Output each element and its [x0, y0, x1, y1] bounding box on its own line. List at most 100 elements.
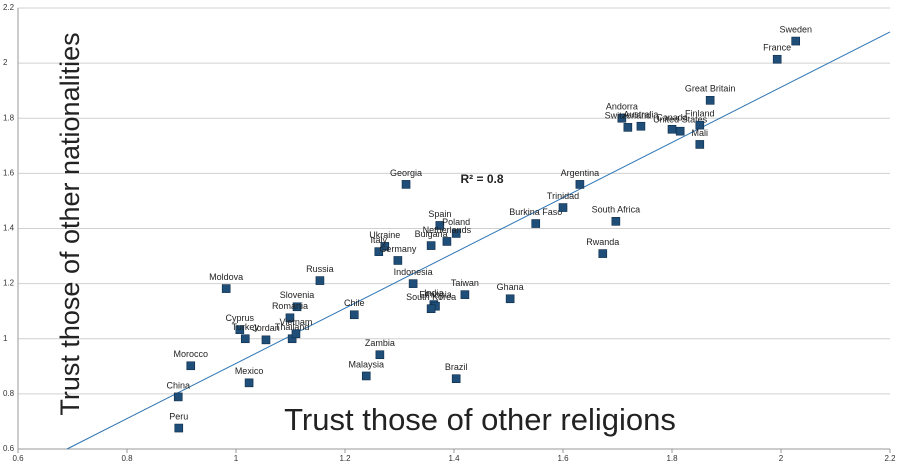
point [426, 241, 436, 250]
point-label: United States [653, 115, 708, 125]
point-label: Jordan [252, 323, 280, 333]
annotation: R² = 0.8 [460, 172, 503, 186]
point [791, 36, 801, 46]
point [408, 279, 418, 288]
x-tick-label: 1.8 [666, 454, 678, 463]
x-tick-label: 0.6 [12, 454, 24, 463]
x-tick-label: 1 [234, 454, 239, 463]
point-label: Rwanda [586, 237, 619, 247]
point [442, 237, 452, 246]
point-label: Poland [442, 217, 470, 227]
point [435, 221, 445, 230]
trendline [66, 31, 891, 450]
point-label: Netherlands [423, 225, 472, 235]
point-label: Zambia [365, 338, 395, 348]
point [374, 247, 384, 256]
point [575, 180, 585, 189]
point-label: China [166, 380, 190, 390]
point-label: Mexico [235, 366, 264, 376]
x-axis-title: Trust those of other religions [284, 402, 676, 437]
y-tick-label: 2.2 [3, 3, 15, 12]
y-tick-label: 0.6 [3, 444, 15, 453]
point-label: Andorra [606, 102, 638, 112]
point [695, 140, 705, 149]
point [221, 284, 231, 293]
point [531, 219, 541, 228]
point-label: Trinidad [547, 191, 579, 201]
point [375, 350, 385, 360]
point-label: Italy [371, 235, 388, 245]
point-label: Bulgaria [415, 229, 448, 239]
point-label: Finland [685, 109, 715, 119]
point [244, 378, 254, 388]
point [695, 120, 705, 130]
point-label: France [763, 43, 791, 53]
point-label: Argentina [561, 168, 600, 178]
point [505, 294, 515, 304]
point [772, 54, 782, 64]
point [460, 290, 470, 299]
point-label: Romania [272, 301, 308, 311]
point [611, 217, 621, 226]
point [675, 126, 685, 136]
point-label: Mali [692, 128, 709, 138]
point-label: Georgia [390, 168, 422, 178]
y-tick-label: 1.8 [3, 113, 15, 122]
point-label: Ghana [497, 282, 524, 292]
point [623, 123, 633, 132]
point-label: Turkey [232, 322, 260, 332]
point [636, 121, 646, 131]
point [361, 371, 371, 381]
point-label: Indonesia [394, 267, 433, 277]
point [349, 310, 359, 320]
point-label: South Africa [592, 205, 641, 215]
point-label: Thailand [275, 322, 310, 332]
point [291, 329, 301, 339]
point [451, 229, 461, 238]
x-tick-label: 2.2 [884, 454, 896, 463]
point-label: India [424, 288, 444, 298]
y-axis-title: Trust those of other nationalities [55, 32, 85, 415]
point [315, 276, 325, 285]
point [451, 374, 461, 384]
point-label: Great Britain [685, 84, 736, 94]
x-tick-label: 2 [779, 454, 784, 463]
point-label: Sweden [779, 24, 812, 34]
point-label: Cyprus [226, 313, 255, 323]
point [401, 180, 411, 189]
point [240, 334, 250, 344]
y-tick-label: 1 [3, 334, 8, 343]
point-label: Russia [306, 264, 334, 274]
point-label: Moldova [209, 272, 243, 282]
point-label: Burkina Faso [509, 207, 562, 217]
point [235, 325, 245, 334]
point-label: South Korea [406, 292, 456, 302]
point-label: Germany [379, 244, 417, 254]
point [186, 361, 196, 371]
point [598, 249, 608, 258]
point [393, 256, 403, 265]
point-label: Malaysia [348, 359, 384, 369]
point [285, 313, 295, 323]
point [380, 242, 390, 251]
x-tick-label: 1.6 [557, 454, 569, 463]
point [558, 203, 568, 212]
x-tick-label: 1.2 [339, 454, 351, 463]
point-label: Vietnam [280, 317, 313, 327]
point-label: Chile [344, 298, 365, 308]
y-tick-label: 0.8 [3, 389, 15, 398]
point [173, 392, 183, 402]
point-label: Spain [428, 209, 451, 219]
y-tick-label: 2 [3, 58, 8, 67]
point [261, 335, 271, 345]
point [292, 302, 302, 312]
point [426, 304, 436, 314]
x-tick-label: 1.4 [448, 454, 460, 463]
point-label: Slovenia [280, 290, 315, 300]
y-tick-label: 1.2 [3, 279, 15, 288]
point-label: Brazil [445, 362, 468, 372]
point-label: Canada [656, 113, 688, 123]
point-label: Australia [623, 110, 658, 120]
point-label: Taiwan [451, 278, 479, 288]
